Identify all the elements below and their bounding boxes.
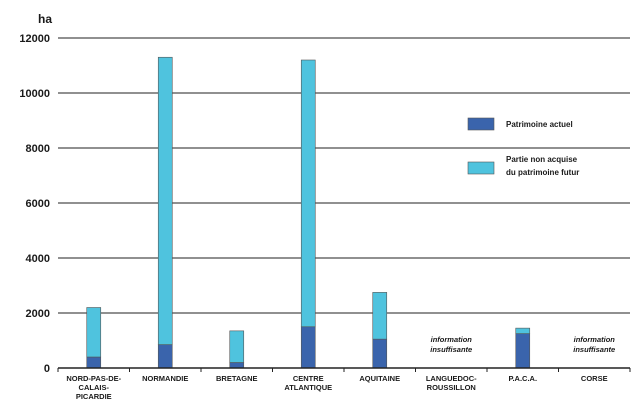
category-labels: NORD-PAS-DE-CALAIS-PICARDIE NORMANDIE BRET…: [66, 374, 607, 401]
bar-segment-current: [515, 333, 531, 369]
bar-segment-current: [229, 362, 245, 369]
bar-segment-future: [157, 56, 173, 345]
bar-segment-future: [229, 330, 245, 363]
y-tick-label: 4000: [26, 253, 50, 265]
category-label: CORSE: [581, 374, 608, 383]
category-label: NORMANDIE: [142, 374, 188, 383]
bar-segment-future: [372, 292, 388, 340]
bar-segment-future: [300, 59, 316, 328]
y-tick-label: 2000: [26, 308, 50, 320]
category-label: P.A.C.A.: [508, 374, 537, 383]
y-axis-unit: ha: [38, 12, 52, 26]
legend-label: Partie non acquise du patrimoine futur: [506, 155, 579, 177]
category-label: CENTRE ATLANTIQUE: [284, 374, 332, 392]
legend-swatch: [467, 161, 495, 175]
bar-segment-future: [515, 327, 531, 334]
legend-swatch: [467, 117, 495, 131]
category-label: AQUITAINE: [359, 374, 400, 383]
y-tick-label: 0: [44, 363, 50, 375]
annotations: information insuffisante information insuff…: [430, 335, 615, 354]
y-axis-ticks: 0 2000 4000 6000 8000 10000 12000: [19, 33, 50, 375]
bar-segment-current: [372, 338, 388, 369]
bar-segment-future: [86, 307, 102, 358]
x-axis: [57, 367, 631, 372]
annotation: information insuffisante: [430, 335, 472, 354]
y-tick-label: 8000: [26, 143, 50, 155]
bar-segment-current: [86, 356, 102, 369]
bars: [86, 56, 531, 369]
y-tick-label: 10000: [19, 88, 50, 100]
bar-segment-current: [300, 326, 316, 369]
category-label: BRETAGNE: [216, 374, 258, 383]
annotation: information insuffisante: [573, 335, 615, 354]
legend: Patrimoine actuel Partie non acquise du pa…: [467, 117, 579, 177]
y-tick-label: 12000: [19, 33, 50, 45]
y-tick-label: 6000: [26, 198, 50, 210]
legend-label: Patrimoine actuel: [506, 120, 573, 129]
category-label: LANGUEDOC-ROUSSILLON: [426, 374, 477, 392]
category-label: NORD-PAS-DE-CALAIS-PICARDIE: [66, 374, 121, 401]
gridlines: [58, 37, 630, 314]
bar-segment-current: [157, 344, 173, 369]
